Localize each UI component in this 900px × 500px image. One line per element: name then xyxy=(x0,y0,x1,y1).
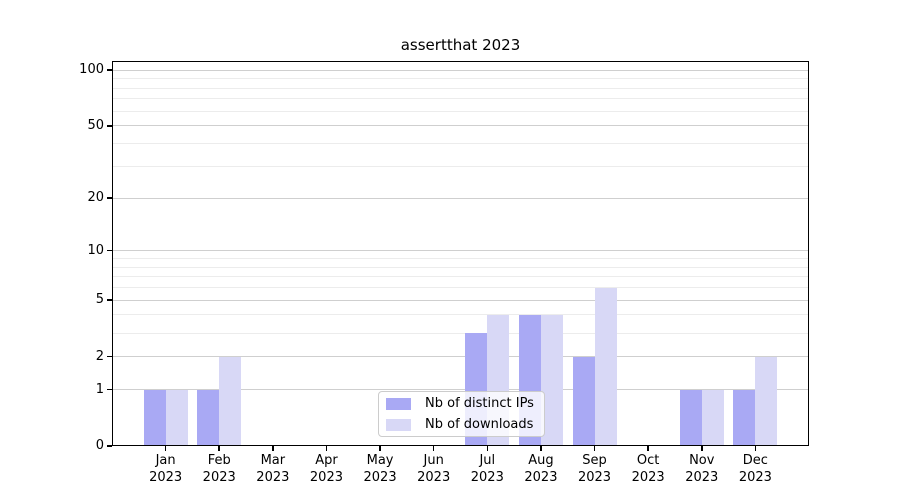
legend: Nb of distinct IPs Nb of downloads xyxy=(378,391,545,437)
x-tick-label: Aug 2023 xyxy=(524,453,558,485)
y-tick-label: 20 xyxy=(87,190,104,206)
x-tick-mark xyxy=(754,446,757,451)
distinct-ips-swatch-icon xyxy=(386,397,411,410)
gridline-major xyxy=(112,125,809,127)
x-tick-mark xyxy=(593,446,596,451)
y-tick-mark xyxy=(107,388,112,391)
y-tick-mark xyxy=(107,355,112,358)
x-tick-label: Jun 2023 xyxy=(417,453,451,485)
y-tick-label: 2 xyxy=(95,348,104,364)
gridline-minor xyxy=(112,332,809,334)
bar xyxy=(197,389,220,446)
bar xyxy=(572,356,595,446)
gridline-major xyxy=(112,250,809,252)
legend-item-downloads: Nb of downloads xyxy=(379,416,544,434)
y-tick-label: 1 xyxy=(95,381,104,397)
x-tick-label: Apr 2023 xyxy=(309,453,343,485)
gridline-minor xyxy=(112,98,809,100)
x-tick-mark xyxy=(325,446,328,451)
gridline-minor xyxy=(112,257,809,259)
x-tick-mark xyxy=(379,446,381,451)
x-tick-label: Dec 2023 xyxy=(738,453,772,485)
bar xyxy=(733,389,756,446)
bar xyxy=(540,314,563,446)
gridline-minor xyxy=(112,143,809,145)
y-tick-mark xyxy=(107,249,112,252)
x-tick-mark xyxy=(432,446,435,451)
gridline-major xyxy=(112,389,809,391)
gridline-minor xyxy=(112,276,809,278)
x-tick-label: Feb 2023 xyxy=(202,453,236,485)
y-tick-mark xyxy=(107,69,112,71)
x-tick-label: Jul 2023 xyxy=(470,453,504,485)
y-tick-label: 50 xyxy=(87,117,104,133)
bar xyxy=(143,389,166,446)
legend-item-distinct-ips: Nb of distinct IPs xyxy=(379,395,544,413)
x-tick-mark xyxy=(218,446,220,451)
y-tick-mark xyxy=(107,125,112,127)
y-tick-label: 100 xyxy=(79,62,104,78)
bar xyxy=(679,389,702,446)
x-tick-label: Oct 2023 xyxy=(631,453,665,485)
x-tick-label: May 2023 xyxy=(363,453,397,485)
gridline-minor xyxy=(112,78,809,80)
x-tick-label: Mar 2023 xyxy=(256,453,290,485)
chart-title: assertthat 2023 xyxy=(400,36,521,54)
gridline-minor xyxy=(112,87,809,89)
legend-label: Nb of downloads xyxy=(425,417,534,432)
x-tick-mark xyxy=(540,446,542,451)
gridline-minor xyxy=(112,165,809,167)
y-tick-label: 5 xyxy=(95,292,104,308)
x-tick-label: Sep 2023 xyxy=(577,453,612,485)
bar xyxy=(594,287,617,446)
gridline-major xyxy=(112,197,809,199)
y-tick-label: 10 xyxy=(87,242,104,258)
bar xyxy=(219,356,242,446)
gridline-minor xyxy=(112,314,809,316)
x-tick-label: Nov 2023 xyxy=(685,453,719,485)
y-tick-label: 0 xyxy=(95,438,104,453)
legend-label: Nb of distinct IPs xyxy=(425,396,534,411)
gridline-minor xyxy=(112,287,809,289)
y-tick-mark xyxy=(107,445,112,447)
x-tick-mark xyxy=(272,446,274,451)
gridline-minor xyxy=(112,266,809,268)
x-tick-mark xyxy=(486,446,489,451)
x-tick-mark xyxy=(647,446,649,451)
x-tick-label: Jan 2023 xyxy=(149,453,183,485)
downloads-swatch-icon xyxy=(386,418,411,431)
bar xyxy=(755,356,778,446)
bar xyxy=(165,389,188,446)
y-tick-mark xyxy=(107,299,112,301)
x-tick-mark xyxy=(164,446,167,451)
gridline-major xyxy=(112,356,809,358)
gridline-major xyxy=(112,299,809,301)
gridline-major xyxy=(112,69,809,71)
y-tick-mark xyxy=(107,197,112,199)
bar xyxy=(701,389,724,446)
gridline-minor xyxy=(112,110,809,112)
x-tick-mark xyxy=(701,446,703,451)
